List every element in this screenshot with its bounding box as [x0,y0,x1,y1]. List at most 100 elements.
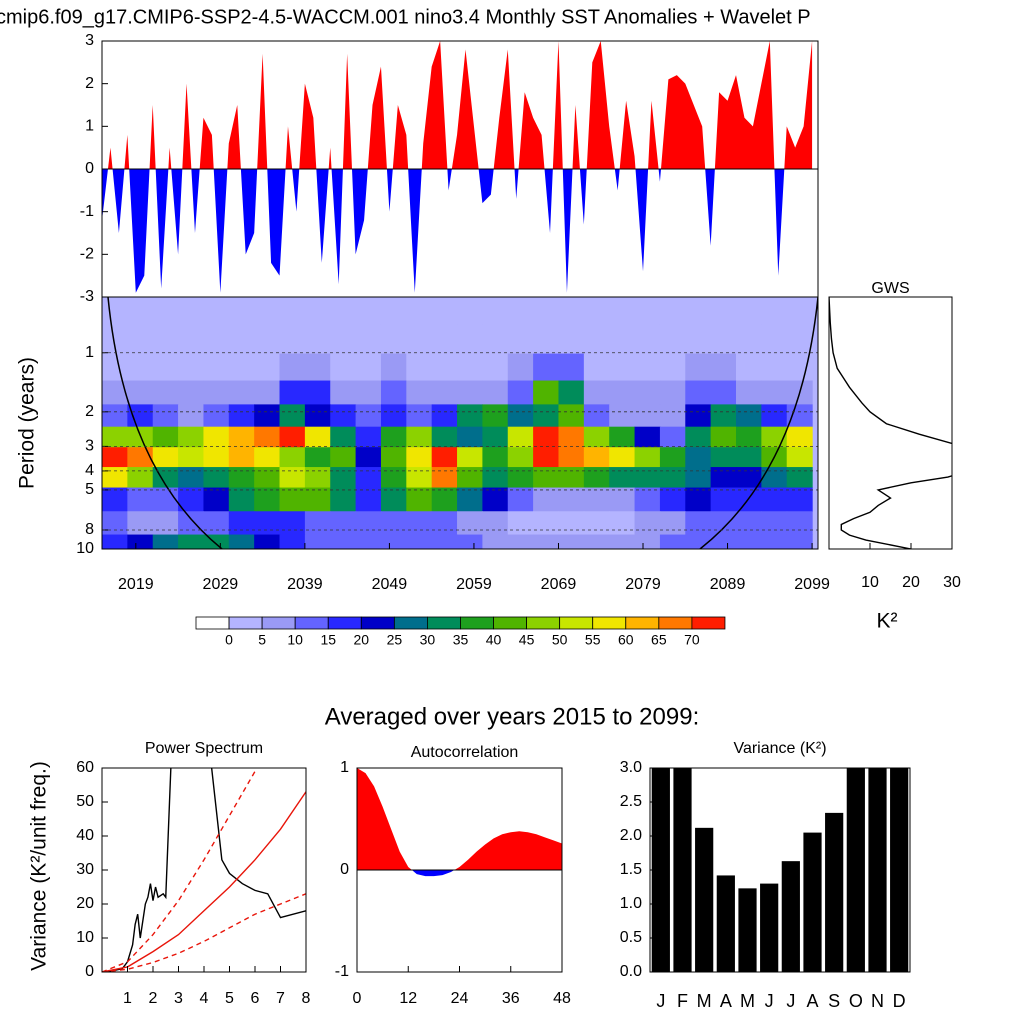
heatmap-cell [533,380,560,405]
heatmap-cell [482,534,509,549]
plot-frame [828,296,953,550]
x-tick-label: N [871,991,884,1011]
heatmap-cell [228,404,255,428]
colorbar-label: 45 [519,632,535,648]
heatmap-cell [457,426,484,448]
heatmap-cell [178,467,205,489]
line [102,791,306,972]
x-tick-label: F [677,991,688,1011]
area-group [102,41,813,293]
heatmap-cell [431,487,458,512]
y-tick-label: 0.0 [620,963,642,980]
heatmap-cell [254,324,281,355]
heatmap-cell [482,467,509,489]
heatmap-cell [228,380,255,405]
heatmap-cell [102,404,128,428]
heatmap-cell [507,324,534,355]
x-tick-label: 2 [149,990,158,1007]
heatmap-cell [761,380,788,405]
heatmap-cell [304,353,331,382]
colorbar-label: 10 [287,632,303,648]
heatmap-cell [558,447,585,468]
heatmap-cell [609,380,636,405]
heatmap-cell [659,487,686,512]
heatmap-cell [330,404,357,428]
plot-frame [356,767,563,973]
heatmap-cell [533,297,560,325]
heatmap-cell [304,426,331,448]
heatmap-cell [558,324,585,355]
y-tick-label: 50 [76,793,94,810]
y-tick-label: 60 [76,759,94,776]
y-tick-label: 2 [85,75,94,92]
colorbar-swatch [427,616,461,630]
bar [846,768,865,972]
heatmap-cell [710,353,737,382]
heatmap-cell [685,487,712,512]
heatmap-cell [304,380,331,405]
heatmap-cell [254,487,281,512]
heatmap-cell [406,297,433,325]
x-tick-label: 0 [353,990,362,1007]
heatmap-cell [431,353,458,382]
heatmap-cell [685,426,712,448]
heatmap-cell [304,467,331,489]
x-tick-label: J [786,991,795,1011]
heatmap-cell [634,297,661,325]
heatmap-cell [786,404,813,428]
heatmap-cell [736,534,762,549]
heatmap-cell [355,511,382,536]
heatmap-cell [457,467,484,489]
heatmap-cell [507,511,534,536]
y-tick-label: 0.5 [620,929,642,946]
heatmap-cell [710,487,737,512]
heatmap-cell [634,467,661,489]
x-tick-label: A [806,991,818,1011]
heatmap-cell [431,324,458,355]
y-tick-label: 30 [76,861,94,878]
x-tick-label: M [740,991,755,1011]
colorbar-swatch [559,616,594,630]
heatmap-cell [304,404,331,428]
colorbar-label: 55 [585,632,601,648]
heatmap-cell [279,297,306,325]
heatmap-cell [736,467,762,489]
heatmap-cell [710,467,737,489]
heatmap-cell [330,324,357,355]
heatmap-cell [279,380,306,405]
x-tick-label: 2069 [541,576,577,593]
x-tick-label: 2089 [710,576,746,593]
colorbar-label: 35 [453,632,469,648]
heatmap-cell [304,534,331,549]
y-tick-label: 0 [85,963,94,980]
heatmap-cell [761,324,788,355]
colorbar-swatch [691,616,726,630]
heatmap-cell [659,353,686,382]
heatmap-cell [685,447,712,468]
heatmap-cell [152,447,179,468]
heatmap-cell [127,487,154,512]
heatmap-cell [558,426,585,448]
heatmap-cell [178,511,205,536]
heatmap-cell [583,404,610,428]
heatmap-cell [254,380,281,405]
heatmap-cell [330,297,357,325]
x-tick-label: 48 [553,990,571,1007]
x-tick-label: S [828,991,840,1011]
heatmap-cell [127,511,154,536]
heatmap-cell [710,324,737,355]
heatmap-cell [659,467,686,489]
heatmap-cell [254,353,281,382]
heatmap-cell [152,487,179,512]
heatmap-cell [431,380,458,405]
heatmap-cell [254,467,281,489]
section-title: Averaged over years 2015 to 2099: [325,703,699,730]
x-tick-label: 24 [451,990,469,1007]
heatmap-cell [761,511,788,536]
heatmap-cell [102,447,128,468]
heatmap-cell [583,426,610,448]
heatmap-cell [609,426,636,448]
figure-title: cmip6.f09_g17.CMIP6-SSP2-4.5-WACCM.001 n… [0,6,811,28]
x-tick-label: 1 [123,990,132,1007]
